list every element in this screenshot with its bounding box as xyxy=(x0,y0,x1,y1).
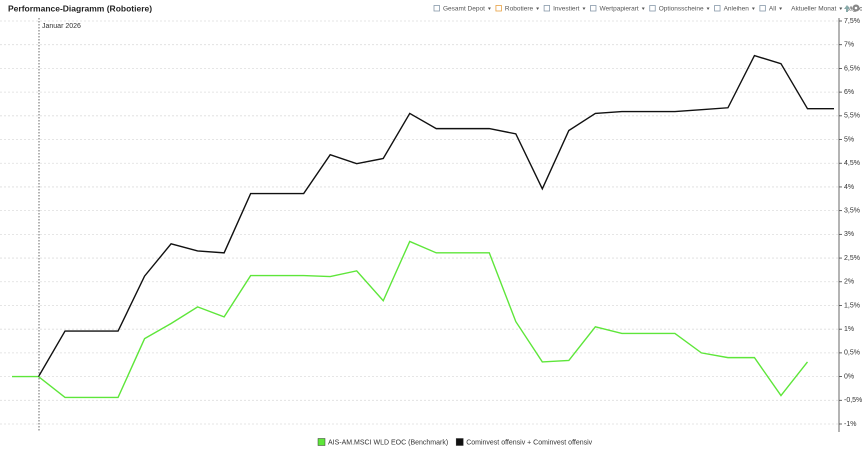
y-tick-label: 7,5% xyxy=(844,18,860,25)
y-tick-label: 5% xyxy=(844,136,854,143)
y-tick-label: 6,5% xyxy=(844,65,860,72)
line-series xyxy=(12,240,809,399)
toolbar-item[interactable]: Wertpapierart xyxy=(599,6,638,13)
dropdown-arrow[interactable] xyxy=(582,7,586,11)
checkbox[interactable] xyxy=(543,5,551,12)
chart-title: Performance-Diagramm (Robotiere) xyxy=(8,3,152,13)
toolbar-icons xyxy=(844,4,860,12)
toolbar-item[interactable]: Optionsscheine xyxy=(659,6,704,13)
y-tick-label: 0,5% xyxy=(844,350,860,357)
toolbar: Gesamt Depot Robotiere Investiert Wertpapie… xyxy=(433,5,862,13)
dropdown-arrow[interactable] xyxy=(779,7,783,11)
annotation: Januar 2026 xyxy=(42,23,81,30)
checkbox[interactable] xyxy=(590,5,597,12)
checkbox[interactable] xyxy=(714,5,721,12)
y-tick-label: 7% xyxy=(844,42,854,49)
y-tick-label: 0% xyxy=(844,373,854,380)
checkbox[interactable] xyxy=(759,5,766,12)
y-tick-label: 3,5% xyxy=(844,207,860,214)
y-tick-label: -1% xyxy=(844,421,856,428)
toolbar-item[interactable]: Anleihen xyxy=(724,6,750,13)
legend-swatch[interactable] xyxy=(455,438,464,446)
legend-swatch[interactable] xyxy=(317,438,326,446)
toolbar-item[interactable]: All xyxy=(769,6,777,13)
line-series xyxy=(37,54,834,377)
toolbar-item[interactable]: Gesamt Depot xyxy=(443,6,485,13)
y-tick-label: 1,5% xyxy=(844,302,860,309)
y-tick-label: -0,5% xyxy=(844,397,862,404)
y-tick-label: 4% xyxy=(844,184,854,191)
y-tick-label: 5,5% xyxy=(844,113,860,120)
y-tick-label: 4,5% xyxy=(844,160,860,167)
dropdown-arrow[interactable] xyxy=(536,7,540,11)
toolbar-item[interactable]: Investiert xyxy=(553,6,580,13)
legend: AIS-AM.MSCI WLD EOC (Benchmark) Cominvest… xyxy=(317,438,593,446)
toolbar-item[interactable]: Robotiere xyxy=(505,6,534,13)
y-tick-label: 3% xyxy=(844,231,854,238)
y-tick-label: 6% xyxy=(844,89,854,96)
dropdown-arrow[interactable] xyxy=(487,7,491,11)
checkbox[interactable] xyxy=(495,5,502,12)
y-tick-label: 2,5% xyxy=(844,255,860,262)
legend-label[interactable]: AIS-AM.MSCI WLD EOC (Benchmark) xyxy=(328,439,448,446)
dropdown-arrow[interactable] xyxy=(641,7,645,11)
dropdown-arrow[interactable] xyxy=(751,7,755,11)
y-tick-label: 1% xyxy=(844,326,854,333)
plot-area: 7,5% 7% 6,5% 6% 5,5% 5% 4,5% 4% 3,5% 3% 2,5% 2% 1,5%… xyxy=(0,18,862,428)
checkbox[interactable] xyxy=(433,5,440,12)
dropdown-arrow[interactable] xyxy=(839,7,843,11)
y-tick-label: 2% xyxy=(844,279,854,286)
checkbox[interactable] xyxy=(649,5,656,12)
export-icon[interactable] xyxy=(844,5,850,12)
legend-label[interactable]: Cominvest offensiv + Cominvest offensiv xyxy=(466,439,592,446)
dropdown-arrow[interactable] xyxy=(706,7,710,11)
toolbar-item[interactable]: Aktueller Monat xyxy=(791,6,836,13)
settings-icon-hole xyxy=(854,6,858,10)
